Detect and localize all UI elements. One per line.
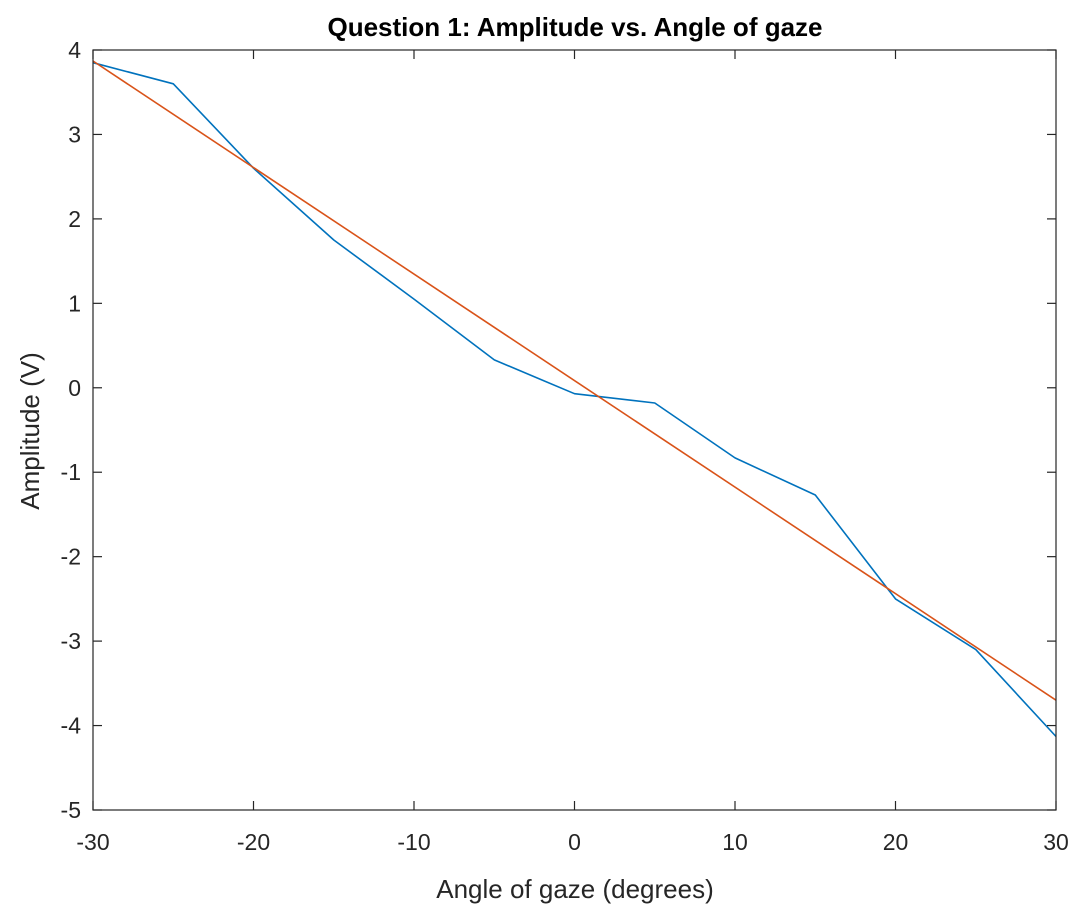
series-line-2 [92,60,1057,701]
y-axis: 4 3 2 1 0 -1 -2 -3 -4 -5 [61,37,1056,823]
x-tick-label: -30 [76,829,109,855]
y-tick-label: 1 [68,290,81,316]
series-line-1 [92,61,1057,738]
axes-frame [92,49,1057,811]
x-tick-label: 10 [722,829,748,855]
y-tick-label: 0 [68,375,81,401]
y-tick-label: -4 [61,713,82,739]
x-tick-label: -10 [397,829,430,855]
y-tick-label: -2 [61,544,81,570]
y-tick-label: 2 [68,206,81,232]
axes-box [92,49,1057,811]
x-tick-label: 0 [568,829,581,855]
y-tick-label: 4 [68,37,81,63]
x-tick-label: -20 [237,829,270,855]
plot-area [92,60,1057,738]
y-tick-label: -3 [61,628,81,654]
x-axis-label: Angle of gaze (degrees) [436,874,714,904]
x-tick-label: 30 [1043,829,1069,855]
y-axis-label: Amplitude (V) [15,352,45,510]
y-tick-label: 3 [68,121,81,147]
x-tick-label: 20 [883,829,909,855]
y-tick-label: -5 [61,797,81,823]
chart-title: Question 1: Amplitude vs. Angle of gaze [327,12,822,42]
y-tick-label: -1 [61,459,81,485]
x-axis: -30 -20 -10 0 10 20 30 [76,50,1069,855]
